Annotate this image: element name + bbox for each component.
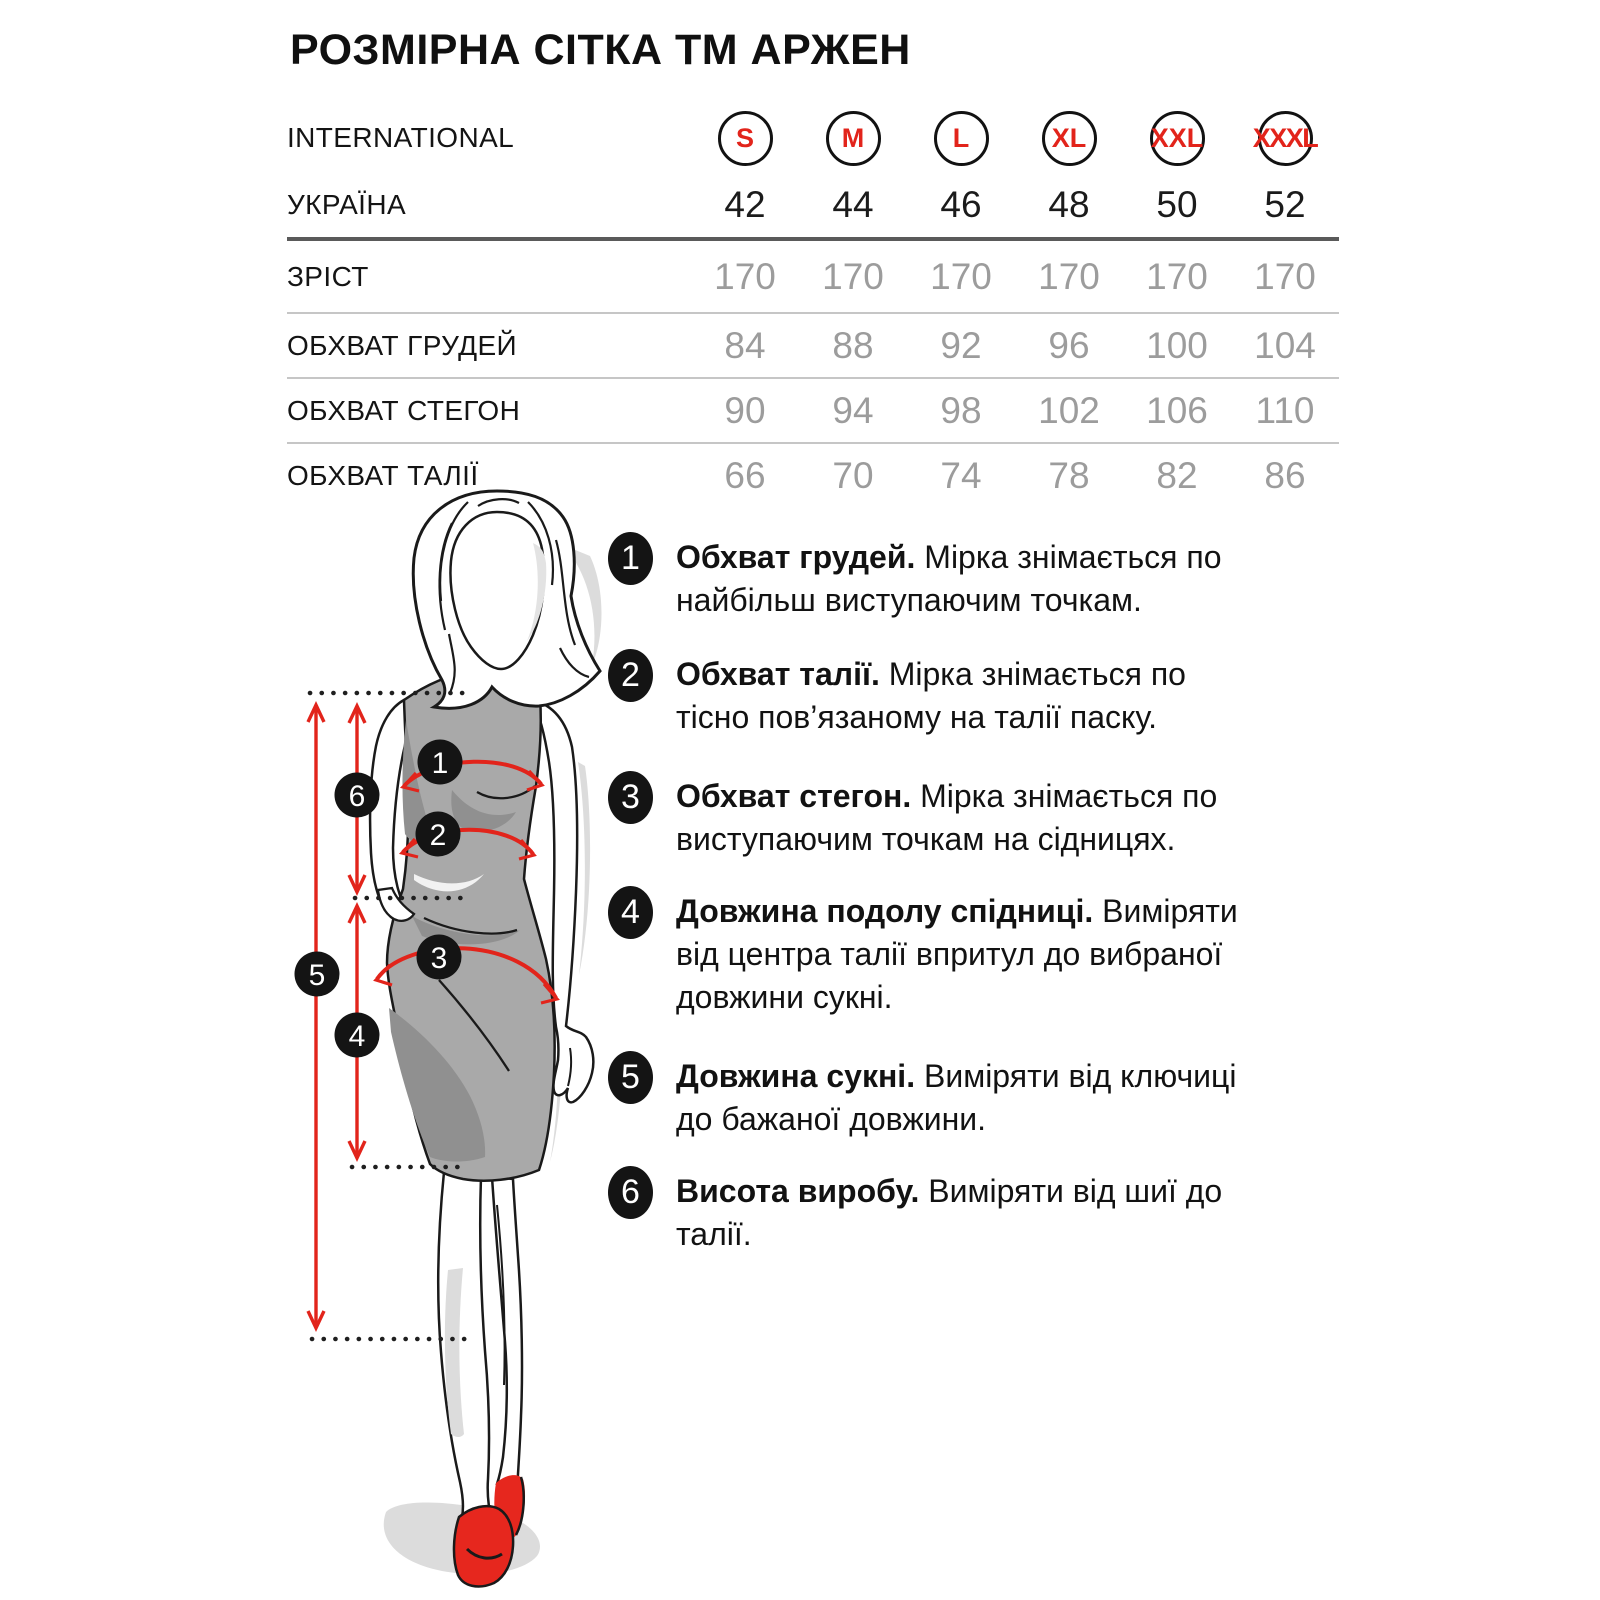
- size-badge-m: M: [825, 110, 881, 166]
- row-label-ukraine: УКРАЇНА: [287, 188, 407, 220]
- marker-4: 4: [349, 1020, 366, 1053]
- value-cell: 70: [832, 454, 874, 496]
- value-cell: 170: [1254, 255, 1316, 297]
- arms: [368, 698, 595, 1104]
- table-row-waist: ОБХВАТ ТАЛІЇ 66 70 74 78 82 86: [287, 442, 1339, 507]
- marker-1: 1: [432, 747, 449, 780]
- row-label: ОБХВАТ ГРУДЕЙ: [287, 329, 518, 361]
- value-cell: 170: [930, 255, 992, 297]
- ukraine-size: 44: [832, 183, 874, 225]
- value-cell: 98: [940, 389, 982, 431]
- ukraine-size: 46: [940, 183, 982, 225]
- size-badge-xxxl: XXXL: [1253, 110, 1319, 166]
- marker-3: 3: [431, 942, 448, 975]
- value-cell: 82: [1156, 454, 1198, 496]
- marker-2: 2: [430, 819, 447, 852]
- red-shoes: [452, 1475, 526, 1588]
- table-row-chest: ОБХВАТ ГРУДЕЙ 84 88 92 96 100 104: [287, 312, 1339, 377]
- legend-item-1: 1 Обхват грудей. Мірка знімається по най…: [608, 532, 1368, 622]
- table-row-hips: ОБХВАТ СТЕГОН 90 94 98 102 106 110: [287, 377, 1339, 442]
- value-cell: 90: [724, 389, 766, 431]
- ukraine-size: 42: [724, 183, 766, 225]
- size-badge-xxl: XXL: [1149, 110, 1205, 166]
- legend-num-6: 6: [608, 1166, 653, 1219]
- table-row-height: ЗРІСТ 170 170 170 170 170 170: [287, 237, 1339, 312]
- value-cell: 92: [940, 324, 982, 366]
- value-cell: 74: [940, 454, 982, 496]
- legend-num-2: 2: [608, 649, 653, 702]
- row-label: ЗРІСТ: [287, 260, 369, 292]
- dotted-guides: [307, 690, 471, 1342]
- value-cell: 170: [714, 255, 776, 297]
- ukraine-size: 50: [1156, 183, 1198, 225]
- value-cell: 102: [1038, 389, 1100, 431]
- legs: [436, 1170, 524, 1524]
- value-cell: 86: [1264, 454, 1306, 496]
- value-cell: 96: [1048, 324, 1090, 366]
- ukraine-size: 48: [1048, 183, 1090, 225]
- legend-text-3: Обхват стегон. Мірка знімається по висту…: [676, 778, 1218, 857]
- table-row-international: INTERNATIONAL S M L XL XXL XXXL: [287, 104, 1339, 172]
- value-cell: 170: [822, 255, 884, 297]
- value-cell: 170: [1038, 255, 1100, 297]
- row-label: ОБХВАТ ТАЛІЇ: [287, 459, 479, 491]
- marker-6: 6: [349, 780, 366, 813]
- legend-num-3: 3: [608, 771, 653, 824]
- legend-text-1: Обхват грудей. Мірка знімається по найбі…: [676, 539, 1222, 618]
- row-label-international: INTERNATIONAL: [287, 122, 515, 153]
- value-cell: 106: [1146, 389, 1208, 431]
- value-cell: 88: [832, 324, 874, 366]
- legend-text-2: Обхват талії. Мірка знімається по тісно …: [676, 656, 1186, 735]
- legend-num-1: 1: [608, 532, 653, 585]
- size-table: INTERNATIONAL S M L XL XXL XXXL УКРАЇНА …: [287, 104, 1339, 507]
- value-cell: 66: [724, 454, 766, 496]
- size-badge-l: L: [933, 110, 989, 166]
- dress: [385, 670, 556, 1182]
- value-cell: 78: [1048, 454, 1090, 496]
- value-cell: 84: [724, 324, 766, 366]
- left-hand: [376, 886, 416, 922]
- hair-strands: [438, 498, 590, 694]
- legend-text-6: Висота виробу. Виміряти від шиї до талії…: [676, 1173, 1223, 1252]
- value-cell: 170: [1146, 255, 1208, 297]
- legend-text-4: Довжина подолу спідниці. Виміряти від це…: [676, 893, 1238, 1015]
- size-badge-xl: XL: [1041, 110, 1097, 166]
- measurement-figure: 1 2 3 4 5 6: [294, 489, 602, 1588]
- value-cell: 104: [1254, 324, 1316, 366]
- marker-5: 5: [309, 959, 326, 992]
- legend-item-6: 6 Висота виробу. Виміряти від шиї до тал…: [608, 1166, 1368, 1256]
- size-badge-s: S: [717, 110, 773, 166]
- ukraine-size: 52: [1264, 183, 1306, 225]
- face: [449, 510, 547, 671]
- page-title: РОЗМІРНА СІТКА ТМ АРЖЕН: [290, 26, 911, 74]
- table-row-ukraine: УКРАЇНА 42 44 46 48 50 52: [287, 172, 1339, 237]
- row-label: ОБХВАТ СТЕГОН: [287, 394, 521, 426]
- legend-text-5: Довжина сукні. Виміряти від ключиці до б…: [676, 1058, 1237, 1137]
- value-cell: 94: [832, 389, 874, 431]
- legend-num-5: 5: [608, 1051, 653, 1104]
- legend-item-5: 5 Довжина сукні. Виміряти від ключиці до…: [608, 1051, 1368, 1141]
- figure-markers: 1 2 3 4 5 6: [294, 739, 463, 1058]
- value-cell: 110: [1255, 389, 1315, 431]
- legend-item-3: 3 Обхват стегон. Мірка знімається по вис…: [608, 771, 1368, 861]
- legend-item-2: 2 Обхват талії. Мірка знімається по тісн…: [608, 649, 1368, 739]
- legend-num-4: 4: [608, 886, 653, 939]
- value-cell: 100: [1146, 324, 1208, 366]
- legend-item-4: 4 Довжина подолу спідниці. Виміряти від …: [608, 886, 1368, 1019]
